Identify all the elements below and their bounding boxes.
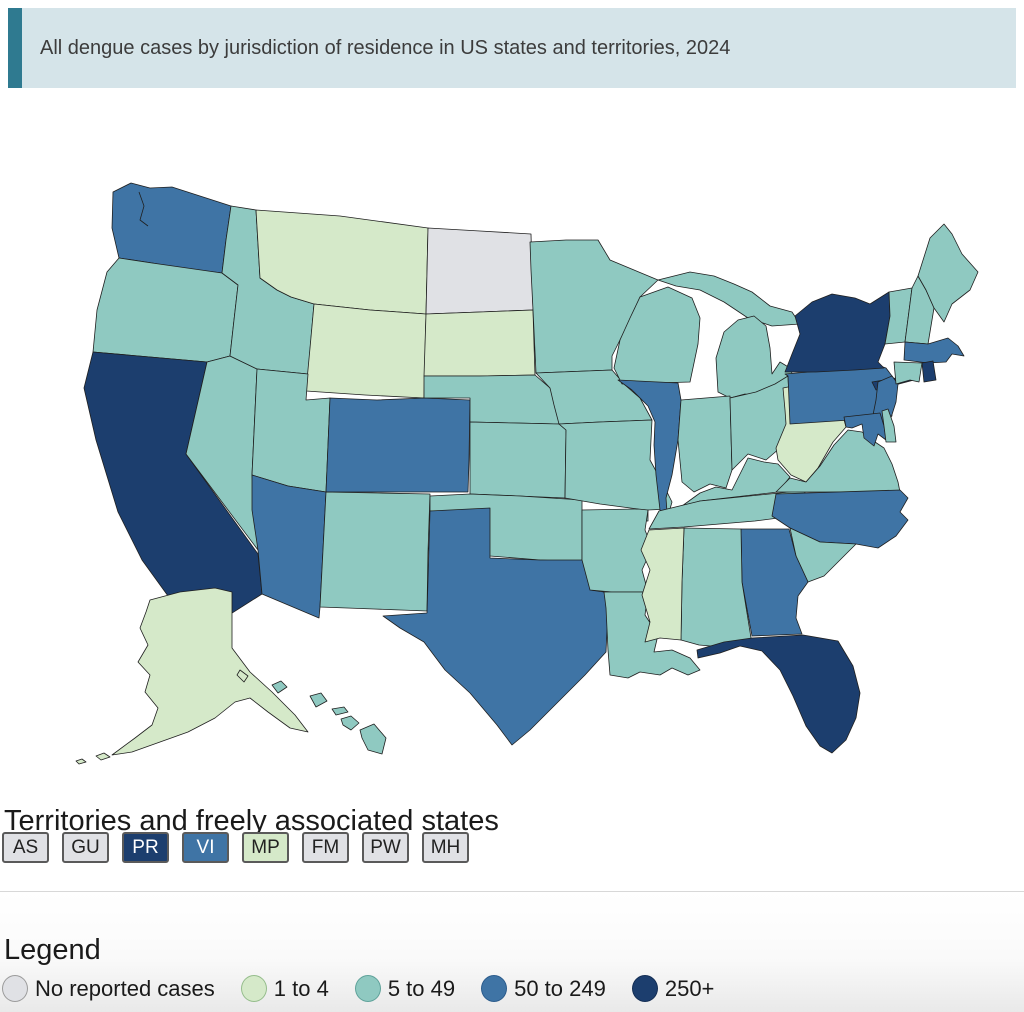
section-divider <box>0 891 1024 892</box>
state-md[interactable] <box>843 412 887 447</box>
puget-sound-detail <box>138 191 149 227</box>
legend-title: Legend <box>4 934 101 967</box>
state-hi-maui[interactable] <box>340 715 360 731</box>
state-me[interactable] <box>917 223 979 323</box>
territory-button-pw[interactable]: PW <box>362 832 409 863</box>
legend-label-1-to-4: 1 to 4 <box>273 975 329 1001</box>
state-co[interactable] <box>325 397 471 493</box>
legend-label-50-to-249: 50 to 249 <box>514 975 606 1001</box>
state-de[interactable] <box>881 408 897 443</box>
territory-button-mp[interactable]: MP <box>242 832 289 863</box>
state-nd[interactable] <box>425 227 534 315</box>
state-ak-aleutian-2[interactable] <box>75 758 87 765</box>
state-ri[interactable] <box>921 360 937 383</box>
state-nm[interactable] <box>319 491 431 612</box>
state-va[interactable] <box>775 429 901 493</box>
territory-button-mh[interactable]: MH <box>422 832 469 863</box>
state-ak-aleutian-1[interactable] <box>95 752 111 761</box>
state-ar[interactable] <box>581 508 653 593</box>
territories-section-title: Territories and freely associated states <box>4 805 499 838</box>
legend-item-5-to-49: 5 to 49 <box>354 975 456 1002</box>
state-or[interactable] <box>92 257 239 363</box>
state-in[interactable] <box>677 395 733 493</box>
legend-section: Legend No reported cases 1 to 4 5 to 49 … <box>0 892 1024 1012</box>
territory-button-as[interactable]: AS <box>2 832 49 863</box>
state-hi-kauai[interactable] <box>271 680 288 694</box>
territory-buttons-row: AS GU PR VI MP FM PW MH <box>2 832 469 863</box>
legend-row: No reported cases 1 to 4 5 to 49 50 to 2… <box>2 975 714 1002</box>
legend-label-5-to-49: 5 to 49 <box>387 975 456 1001</box>
state-ct[interactable] <box>893 361 923 385</box>
state-vt[interactable] <box>884 287 913 345</box>
legend-item-no-cases: No reported cases <box>2 975 215 1002</box>
states-group <box>75 182 979 765</box>
state-az[interactable] <box>251 474 327 619</box>
state-ma[interactable] <box>903 337 965 364</box>
territory-button-pr[interactable]: PR <box>122 832 169 863</box>
legend-swatch-5-to-49 <box>354 975 381 1002</box>
state-ak-panhandle-island[interactable] <box>236 669 249 683</box>
state-sd[interactable] <box>423 309 536 377</box>
state-hi-oahu[interactable] <box>309 692 328 708</box>
state-hi-big-island[interactable] <box>359 723 387 755</box>
legend-item-1-to-4: 1 to 4 <box>240 975 329 1002</box>
legend-swatch-no-cases <box>2 975 28 1002</box>
legend-swatch-250-plus <box>631 975 658 1002</box>
state-ks[interactable] <box>469 421 567 499</box>
legend-label-250-plus: 250+ <box>664 975 715 1001</box>
state-ak[interactable] <box>111 587 309 756</box>
page-title: All dengue cases by jurisdiction of resi… <box>40 36 731 59</box>
state-ms[interactable] <box>640 527 685 643</box>
legend-swatch-1-to-4 <box>240 975 267 1002</box>
territory-button-vi[interactable]: VI <box>182 832 229 863</box>
state-tx[interactable] <box>382 507 609 746</box>
state-nc[interactable] <box>771 489 909 549</box>
legend-item-250-plus: 250+ <box>631 975 715 1002</box>
legend-label-no-cases: No reported cases <box>35 975 215 1001</box>
state-ny[interactable] <box>784 291 891 373</box>
state-hi-molokai[interactable] <box>331 706 349 716</box>
state-ga[interactable] <box>740 528 809 637</box>
us-choropleth-map <box>75 182 979 765</box>
state-wi[interactable] <box>613 286 701 385</box>
state-fl[interactable] <box>696 634 861 754</box>
legend-item-50-to-249: 50 to 249 <box>481 975 606 1002</box>
state-wy[interactable] <box>305 303 427 399</box>
territory-button-gu[interactable]: GU <box>62 832 109 863</box>
territory-button-fm[interactable]: FM <box>302 832 349 863</box>
map-title-callout: All dengue cases by jurisdiction of resi… <box>8 8 1016 88</box>
legend-swatch-50-to-249 <box>481 975 508 1002</box>
state-al[interactable] <box>680 527 753 648</box>
header-accent-bar <box>8 8 22 88</box>
